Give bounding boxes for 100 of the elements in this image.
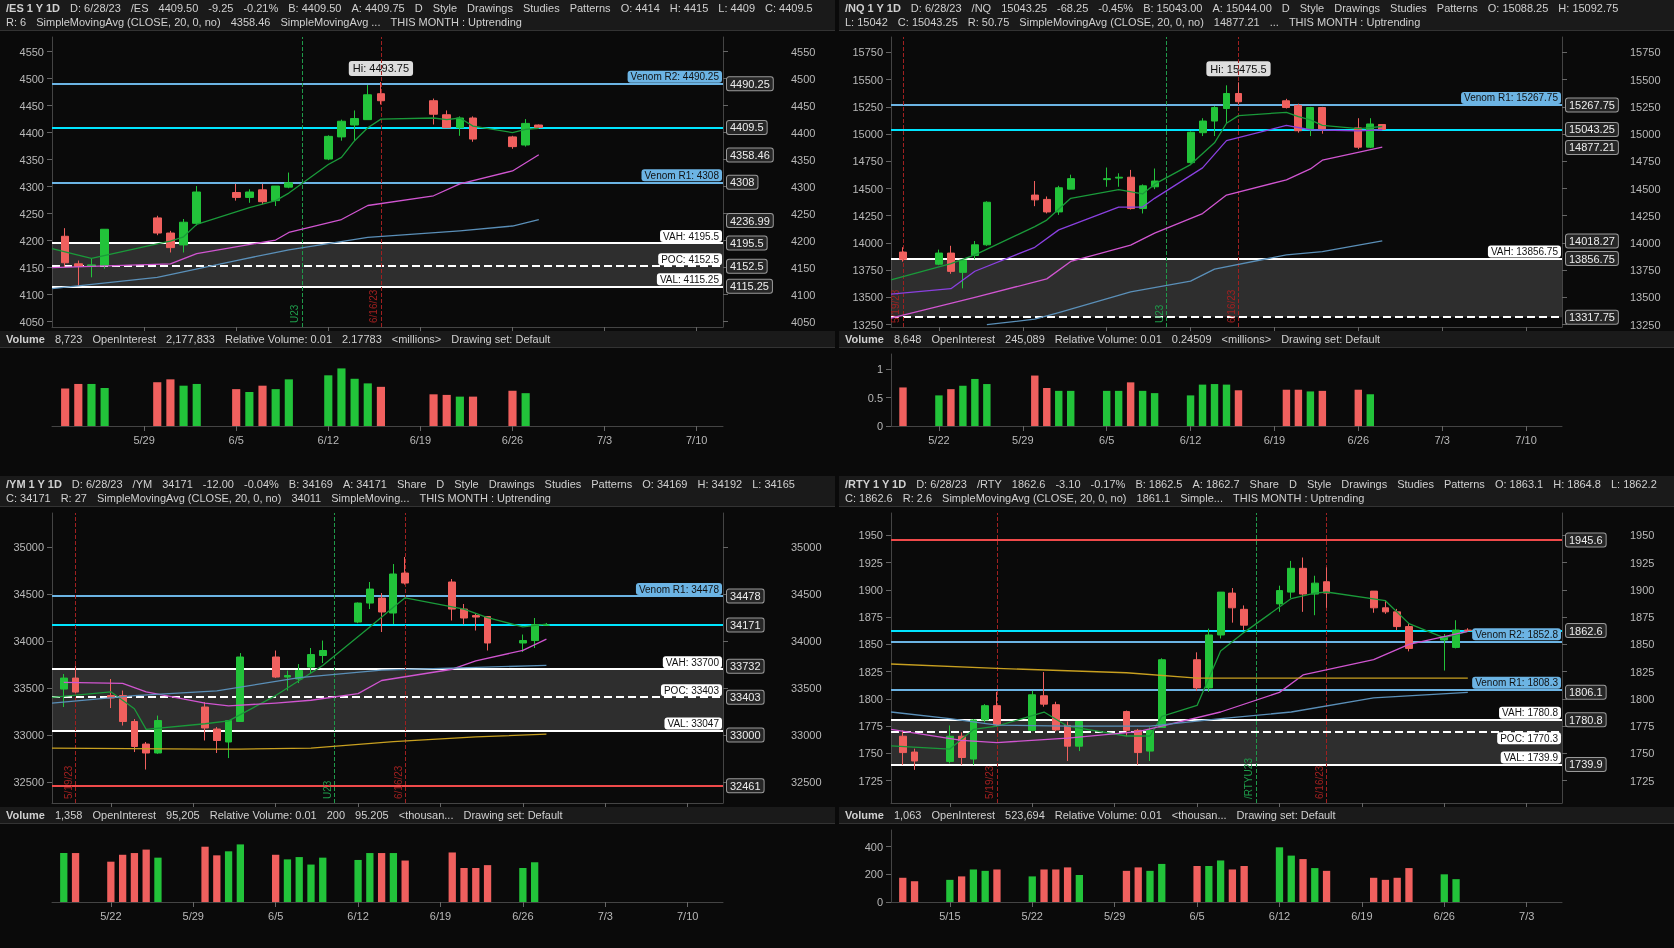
text: Relative Volume: 0.01 [1054, 809, 1162, 821]
line-series [890, 591, 1469, 750]
line-series [890, 691, 1469, 727]
x-tick-label: 6/5 [268, 909, 284, 922]
y-tick-label: 1950 [1630, 529, 1655, 542]
bar [71, 853, 80, 902]
text: 1861.1 [1136, 492, 1171, 504]
candlestick [284, 670, 291, 692]
candlestick [959, 258, 967, 289]
x-tick-label: 7/3 [1434, 433, 1450, 446]
text: Drawings [1341, 478, 1388, 490]
bar [1150, 393, 1159, 426]
bar [508, 390, 517, 426]
bar [87, 383, 96, 426]
bar [60, 853, 68, 902]
x-tick-label: 6/26 [1433, 909, 1455, 922]
candlestick [179, 218, 188, 253]
text: A: 1862.7 [1192, 478, 1240, 490]
bar [236, 844, 244, 902]
candlestick [534, 123, 543, 129]
bar [272, 854, 280, 902]
text: Share [396, 478, 427, 490]
x-tick-label: 7/3 [1519, 909, 1535, 922]
ref-line-label: VAH: 4195.5 [663, 230, 720, 242]
y3-tick-label: 15043.25 [1569, 123, 1615, 136]
y-tick-label: 0 [876, 420, 883, 432]
text: THIS MONTH : Uptrending [1288, 16, 1421, 28]
bar [1075, 875, 1083, 902]
bar [993, 869, 1001, 902]
candlestick [154, 715, 162, 755]
bar [1370, 877, 1378, 902]
bar [1063, 867, 1072, 902]
text: OpenInterest [92, 809, 157, 821]
y-tick-label: 1850 [1630, 638, 1655, 651]
text: C: 1862.6 [845, 492, 893, 504]
ref-line-label: 5/19/23 [63, 765, 75, 799]
text: -68.25 [1057, 2, 1089, 14]
bar [442, 394, 451, 426]
chart-subtitle: D: 6/28/23 [916, 478, 967, 490]
ref-line-label: Venom R1: 34478 [638, 583, 720, 595]
bar [1234, 390, 1243, 426]
text: A: 34171 [342, 478, 387, 490]
candlestick [307, 647, 315, 674]
x-tick-label: 6/12 [1268, 909, 1291, 922]
candlestick [993, 691, 1001, 727]
bar [1193, 866, 1201, 902]
ref-line-label: POC: 33403 [663, 684, 720, 696]
text: D [1288, 478, 1297, 490]
candlestick [61, 227, 69, 268]
text: B: 15043.00 [1143, 2, 1203, 14]
x-tick-label: 6/26 [512, 909, 534, 922]
x-tick-label: 6/5 [1189, 909, 1205, 922]
candlestick [1205, 628, 1213, 693]
text: 1,358 [54, 809, 83, 821]
y3-tick-label: 14877.21 [1569, 141, 1615, 154]
x-tick-label: 6/19 [1263, 433, 1286, 446]
y3-tick-label: 1780.8 [1569, 713, 1603, 726]
text: 1,063 [893, 809, 922, 821]
bar [1306, 391, 1315, 426]
text: 4358.46 [230, 16, 271, 28]
text: Relative Volume: 0.01 [224, 333, 332, 345]
x-tick-label: 6/12 [1179, 433, 1202, 446]
y-tick-label: 34000 [791, 635, 822, 648]
candlestick [1405, 623, 1413, 652]
y-tick-label: 0.5 [867, 391, 883, 404]
x-tick-label: 5/22 [928, 433, 950, 446]
candlestick [366, 581, 374, 610]
candlestick [363, 84, 372, 121]
bar [307, 864, 315, 902]
text: THIS MONTH : Uptrending [390, 16, 522, 28]
text: 523,694 [1005, 809, 1045, 821]
line-series [63, 638, 548, 707]
candlestick [401, 556, 409, 586]
bar [460, 868, 468, 902]
y-tick-label: 1 [876, 363, 883, 376]
bar [1240, 866, 1248, 902]
text: O: 15088.25 [1487, 2, 1549, 14]
bar [213, 855, 221, 902]
text: /ES [130, 2, 149, 14]
text: THIS MONTH : Uptrending [419, 492, 551, 504]
text: 0.24509 [1171, 333, 1212, 345]
candlestick [1228, 587, 1236, 624]
text: SimpleMovingAvg (CLOSE, 20, 0, no) [36, 16, 221, 28]
bar [1040, 869, 1048, 902]
ref-line-label: VAH: 1780.8 [1502, 707, 1559, 719]
bar [154, 857, 162, 902]
text: Patterns [1443, 478, 1485, 490]
chart-title: /YM 1 Y 1D [6, 478, 62, 490]
candlestick [1187, 130, 1195, 164]
bar [1028, 876, 1036, 902]
line-series [51, 154, 540, 269]
text: C: 4409.5 [765, 2, 813, 14]
bar [1311, 868, 1319, 902]
ref-line-label: POC: 1770.3 [1500, 732, 1559, 744]
bar [971, 378, 979, 426]
bar [258, 385, 267, 426]
x-tick-label: 5/22 [100, 909, 122, 922]
text: 2.17783 [342, 333, 382, 345]
bar [324, 375, 333, 426]
y3-tick-label: 4409.5 [730, 121, 764, 134]
